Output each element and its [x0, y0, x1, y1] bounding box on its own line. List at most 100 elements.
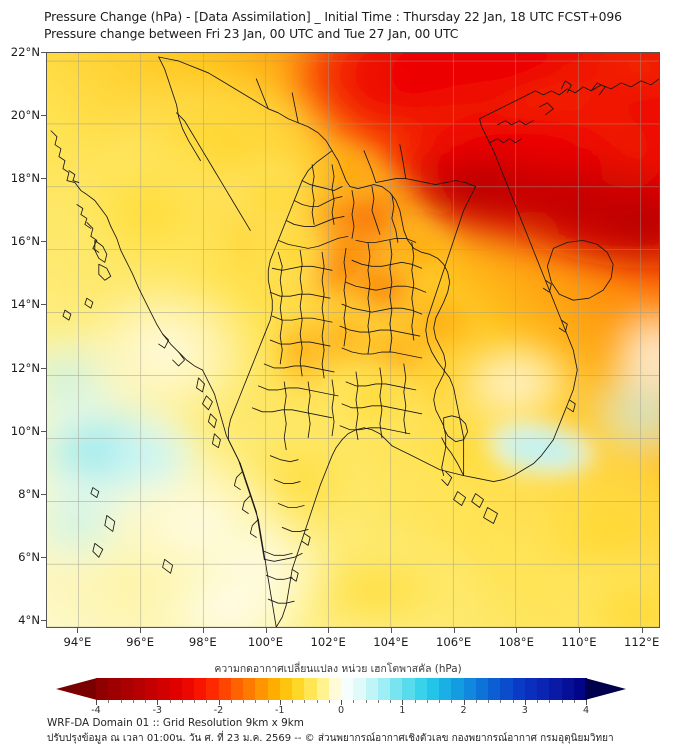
colorbar-minor-tick — [132, 700, 134, 703]
footer-block: WRF-DA Domain 01 :: Grid Resolution 9km … — [47, 716, 667, 746]
colorbar-minor-tick — [573, 700, 575, 703]
latitude-axis: 22°N 20°N 18°N 16°N 14°N 12°N 10°N 8°N 6… — [0, 45, 46, 628]
colorbar-segment — [292, 678, 305, 700]
ytick-label: 16°N — [10, 234, 40, 249]
coastline-and-border-overlay — [50, 56, 659, 627]
colorbar-segment — [194, 678, 207, 700]
colorbar-major-tick — [402, 700, 404, 705]
colorbar-tick-label: 3 — [521, 705, 528, 716]
colorbar-minor-tick — [488, 700, 489, 703]
colorbar-segment — [255, 678, 269, 700]
colorbar-under-arrow — [56, 678, 97, 700]
colorbar-minor-tick — [108, 700, 110, 703]
colorbar-segment — [561, 678, 575, 700]
colorbar-major-tick — [279, 700, 281, 705]
colorbar-major-tick — [524, 700, 526, 705]
colorbar-segment — [96, 678, 109, 700]
colorbar-major-tick — [157, 700, 159, 705]
page-title: Pressure Change (hPa) - [Data Assimilati… — [44, 9, 622, 24]
colorbar-tick-label: 1 — [399, 705, 406, 716]
ytick-label: 6°N — [18, 549, 40, 564]
colorbar-tick-label: -4 — [91, 705, 101, 716]
colorbar-minor-tick — [120, 700, 122, 703]
colorbar-segment — [157, 678, 171, 700]
map-plot-area[interactable] — [46, 52, 660, 628]
colorbar-tick-label: -1 — [274, 705, 285, 716]
colorbar-major-tick — [586, 700, 587, 705]
colorbar-segment — [108, 678, 122, 700]
colorbar-segment — [279, 678, 293, 700]
colorbar-segment — [145, 678, 158, 700]
colorbar-minor-tick — [181, 700, 183, 703]
colorbar-minor-tick — [316, 700, 318, 703]
plot-frame — [46, 52, 660, 628]
colorbar-minor-tick — [561, 700, 563, 703]
colorbar-minor-tick — [230, 700, 232, 703]
colorbar-segment — [316, 678, 330, 700]
colorbar-segment — [524, 678, 538, 700]
colorbar-segment — [390, 678, 403, 700]
colorbar-segment — [243, 678, 256, 700]
colorbar-tick-label: -2 — [213, 705, 224, 716]
colorbar-ticks: -4 -3 -2 -1 0 1 2 3 4 — [56, 700, 626, 718]
colorbar-major-tick — [341, 700, 342, 705]
colorbar-minor-tick — [390, 700, 391, 703]
colorbar-segment — [414, 678, 428, 700]
colorbar-minor-tick — [194, 700, 195, 703]
xtick-label: 112°E — [624, 635, 660, 649]
colorbar-tick-label: 2 — [460, 705, 467, 716]
colorbar-minor-tick — [328, 700, 330, 703]
xtick-label: 96°E — [126, 635, 155, 649]
colorbar-minor-tick — [537, 700, 538, 703]
colorbar-major-tick — [218, 700, 220, 705]
ytick-label: 20°N — [10, 108, 40, 123]
colorbar-minor-tick — [549, 700, 551, 703]
xtick-label: 106°E — [435, 635, 472, 649]
colorbar-segment — [512, 678, 526, 700]
colorbar-minor-tick — [475, 700, 477, 703]
colorbar-segment — [169, 678, 183, 700]
colorbar-segment — [537, 678, 550, 700]
colorbar-minor-tick — [512, 700, 514, 703]
ytick-label: 22°N — [10, 45, 40, 59]
colorbar-minor-tick — [365, 700, 367, 703]
colorbar-segment — [304, 678, 318, 700]
colorbar-segment — [475, 678, 489, 700]
longitude-axis: 94°E 96°E 98°E 100°E 102°E 104°E 106°E 1… — [46, 628, 660, 654]
colorbar-minor-tick — [451, 700, 453, 703]
colorbar-tick-label: 4 — [582, 705, 590, 716]
colorbar-minor-tick — [243, 700, 244, 703]
colorbar-minor-tick — [439, 700, 440, 703]
xtick-label: 94°E — [63, 635, 92, 649]
colorbar-over-arrow — [585, 678, 626, 700]
colorbar-segment — [341, 678, 354, 700]
colorbar-gradient — [96, 678, 587, 700]
ytick-label: 18°N — [10, 171, 40, 186]
colorbar[interactable] — [56, 678, 626, 700]
colorbar-segment — [377, 678, 391, 700]
colorbar-segment — [328, 678, 342, 700]
model-info: WRF-DA Domain 01 :: Grid Resolution 9km … — [47, 717, 304, 729]
xtick-label: 104°E — [373, 635, 409, 649]
ytick-label: 12°N — [10, 360, 40, 375]
colorbar-segment — [451, 678, 465, 700]
map-gridlines — [47, 53, 659, 627]
colorbar-tick-label: -3 — [152, 705, 163, 716]
colorbar-minor-tick — [426, 700, 428, 703]
ytick-label: 14°N — [10, 297, 40, 312]
colorbar-title: ความกดอากาศเปลี่ยนแปลง หน่วย เฮกโตพาสคัล… — [214, 663, 462, 675]
colorbar-segment — [206, 678, 220, 700]
colorbar-major-tick — [463, 700, 465, 705]
colorbar-segment — [230, 678, 244, 700]
xtick-label: 100°E — [247, 635, 284, 649]
colorbar-segment — [488, 678, 501, 700]
update-credit: ปรับปรุงข้อมูล ณ เวลา 01:00น. วัน ศ. ที่… — [47, 733, 614, 744]
colorbar-segment — [120, 678, 134, 700]
colorbar-segment — [463, 678, 477, 700]
chart-title-block: Pressure Change (hPa) - [Data Assimilati… — [44, 8, 644, 42]
colorbar-segment — [573, 678, 587, 700]
colorbar-minor-tick — [500, 700, 502, 703]
colorbar-minor-tick — [292, 700, 293, 703]
colorbar-minor-tick — [255, 700, 257, 703]
